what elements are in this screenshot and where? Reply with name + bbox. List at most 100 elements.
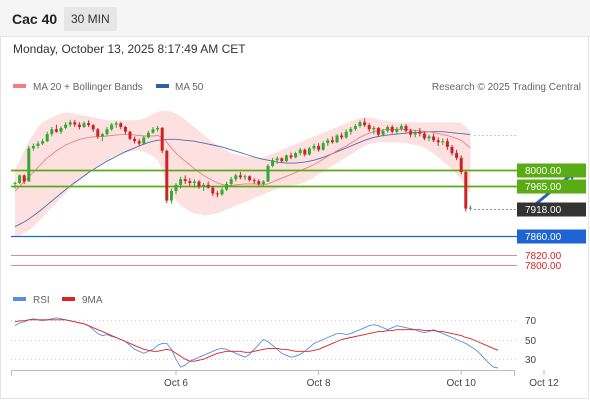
candle	[275, 156, 279, 164]
instrument-name: Cac 40	[12, 11, 58, 27]
level-tag-resistance	[517, 163, 586, 178]
candle	[344, 129, 348, 139]
rsi-ma-line	[14, 319, 499, 362]
level-label: 7918.00	[525, 205, 562, 216]
candle	[390, 125, 394, 134]
level-tag-support	[517, 229, 586, 244]
candle	[151, 126, 155, 134]
candle	[409, 128, 413, 138]
candle	[422, 131, 426, 141]
candle	[257, 179, 261, 186]
chart-datetime: Monday, October 13, 2025 8:17:49 AM CET	[13, 42, 246, 56]
bollinger-band	[15, 110, 471, 237]
candle	[340, 132, 344, 140]
candle	[110, 123, 114, 131]
candle	[50, 126, 54, 137]
candle	[68, 119, 72, 127]
rsi-legend-swatch	[13, 297, 26, 301]
candle	[436, 137, 440, 146]
candle	[381, 128, 385, 137]
candle	[307, 146, 311, 156]
level-label: 7820.00	[525, 251, 562, 262]
candle	[367, 123, 371, 132]
candle	[87, 120, 91, 127]
ma20-line	[14, 128, 471, 192]
candle	[317, 143, 321, 152]
candle	[18, 174, 22, 184]
candle	[41, 138, 45, 146]
rsi-tick-label: 50	[525, 336, 537, 347]
candle	[165, 149, 169, 203]
candle	[312, 143, 316, 151]
candle	[114, 121, 118, 128]
level-tag-pivot	[517, 202, 586, 217]
candle	[197, 180, 201, 189]
candle	[298, 147, 302, 156]
candle	[174, 182, 178, 195]
ma50-legend-swatch	[156, 84, 169, 88]
candle	[289, 152, 293, 160]
candle	[441, 138, 445, 146]
candle	[142, 135, 146, 146]
candle	[59, 126, 63, 135]
candle	[77, 122, 81, 130]
candle	[335, 134, 339, 144]
candle	[413, 129, 417, 138]
candles	[13, 118, 472, 212]
candle	[427, 134, 431, 142]
candle	[358, 120, 362, 128]
candle	[160, 126, 164, 154]
rsi-tick-label: 70	[525, 316, 537, 327]
candle	[372, 126, 376, 135]
rsi-panel: 70 50 30	[11, 316, 537, 369]
candle	[27, 145, 31, 182]
candle	[96, 127, 100, 139]
candle	[418, 127, 422, 137]
candle	[238, 172, 242, 180]
candle	[363, 118, 367, 127]
candle	[100, 132, 104, 142]
x-axis: Oct 6 Oct 8 Oct 10 Oct 12	[11, 370, 559, 389]
candle	[225, 181, 229, 192]
candle	[22, 174, 26, 184]
candle	[45, 131, 49, 143]
candle	[183, 175, 187, 184]
x-tick-label: Oct 8	[307, 378, 331, 389]
price-levels	[11, 135, 517, 266]
rsi-legend: RSI 9MA	[13, 295, 103, 306]
candle	[284, 154, 288, 163]
candle	[326, 138, 330, 146]
ma20-legend-label: MA 20 + Bollinger Bands	[33, 82, 143, 93]
ma20-legend-swatch	[13, 84, 26, 88]
candle	[432, 133, 436, 143]
candle	[128, 130, 132, 141]
candle	[105, 126, 109, 136]
level-label: 7800.00	[525, 261, 562, 272]
candle	[91, 124, 95, 132]
price-legend: MA 20 + Bollinger Bands MA 50 Research ©…	[13, 82, 581, 93]
candle	[73, 119, 77, 127]
rsi-ma-legend-label: 9MA	[82, 295, 103, 306]
candle	[404, 124, 408, 133]
candle	[271, 157, 275, 168]
candle	[137, 138, 141, 146]
candle	[36, 141, 40, 149]
timeframe-button[interactable]: 30 MIN	[64, 7, 117, 31]
candle	[464, 170, 468, 212]
rsi-ma-legend-swatch	[62, 297, 75, 301]
x-tick-label: Oct 10	[446, 378, 476, 389]
candle	[119, 122, 123, 130]
top-bar: Cac 40 30 MIN	[0, 0, 590, 37]
candle	[321, 141, 325, 151]
candle	[133, 136, 137, 144]
level-label: 8000.00	[525, 166, 562, 177]
rsi-legend-label: RSI	[33, 295, 50, 306]
candle	[395, 126, 399, 135]
candle	[353, 124, 357, 131]
candle	[303, 148, 307, 157]
candle	[211, 185, 215, 196]
candle	[252, 178, 256, 184]
level-tag-resistance	[517, 179, 586, 194]
candle	[188, 178, 192, 186]
candle	[468, 205, 472, 211]
